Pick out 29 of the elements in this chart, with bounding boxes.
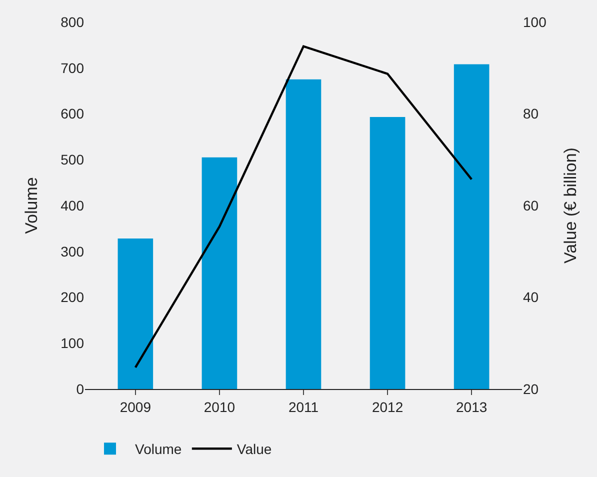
y-tick-label: 700 (60, 60, 84, 76)
y-tick-label: 0 (76, 380, 84, 397)
line-series (134, 45, 473, 369)
y-tick-label: 500 (60, 152, 84, 168)
y-tick-label: 600 (60, 106, 84, 122)
y2-tick-label: 20 (523, 380, 539, 397)
y-tick-label: 400 (60, 197, 84, 214)
x-tick-label: 2013 (456, 398, 488, 415)
legend-label: Value (236, 441, 272, 458)
bar (370, 116, 406, 389)
bar (118, 238, 154, 389)
y-tick-label: 300 (60, 243, 84, 260)
bar (286, 79, 322, 389)
y2-tick-label: 40 (523, 289, 539, 306)
x-tick-label: 2009 (120, 398, 152, 415)
y2-tick-label: 60 (523, 197, 539, 214)
x-tick-label: 2011 (288, 398, 319, 415)
x-tick-label: 2012 (372, 398, 404, 415)
y2-tick-label: 100 (523, 14, 547, 30)
y-axis-title: Volume (22, 177, 42, 234)
bar (454, 64, 490, 389)
x-tick-label: 2010 (204, 398, 236, 415)
y2-tick-label: 80 (523, 106, 539, 122)
y2-axis-title: Value (€ billion) (560, 148, 580, 264)
bar (202, 157, 238, 389)
y-tick-label: 200 (60, 289, 84, 306)
y-tick-label: 100 (60, 335, 84, 352)
legend-label: Volume (135, 441, 182, 458)
y-tick-label: 800 (60, 14, 84, 30)
